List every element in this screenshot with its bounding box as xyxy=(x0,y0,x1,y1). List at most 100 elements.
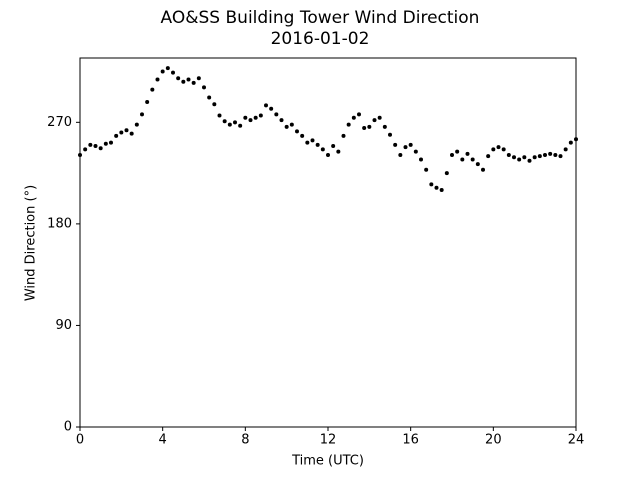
point xyxy=(269,106,274,111)
point xyxy=(522,155,527,160)
point xyxy=(331,144,336,149)
point xyxy=(140,112,144,117)
point xyxy=(264,103,268,108)
point xyxy=(434,185,439,190)
point xyxy=(419,157,423,162)
point xyxy=(512,155,516,160)
point xyxy=(129,131,134,136)
point xyxy=(212,102,217,107)
point xyxy=(145,100,150,105)
point xyxy=(351,115,356,120)
point xyxy=(124,128,129,133)
point xyxy=(506,153,511,158)
point xyxy=(481,167,485,172)
point xyxy=(548,151,553,156)
point xyxy=(103,141,108,146)
point xyxy=(248,118,253,123)
chart-subtitle: 2016-01-02 xyxy=(271,29,370,49)
point xyxy=(227,122,232,127)
point xyxy=(393,142,398,147)
point xyxy=(450,153,454,158)
x-tick-label: 4 xyxy=(159,433,167,448)
point xyxy=(165,66,170,71)
point xyxy=(93,144,98,149)
point xyxy=(300,133,305,138)
point xyxy=(367,124,372,129)
y-tick-label: 90 xyxy=(55,318,72,333)
point xyxy=(284,124,289,129)
point xyxy=(372,118,377,123)
point xyxy=(403,145,408,150)
point xyxy=(176,76,181,81)
point xyxy=(310,138,315,143)
point xyxy=(196,76,201,81)
point xyxy=(222,119,227,124)
point xyxy=(486,154,491,159)
point xyxy=(398,153,403,158)
point xyxy=(517,157,522,162)
x-tick-label: 12 xyxy=(320,433,337,448)
point xyxy=(114,133,119,138)
point xyxy=(336,149,341,154)
x-tick-label: 16 xyxy=(402,433,419,448)
plot-frame xyxy=(79,57,577,428)
y-tick-label: 0 xyxy=(64,420,72,435)
x-tick-label: 24 xyxy=(568,433,585,448)
point xyxy=(326,153,330,158)
point xyxy=(289,122,294,127)
point xyxy=(186,77,191,82)
point xyxy=(155,77,160,82)
x-tick-label: 0 xyxy=(76,433,84,448)
x-axis-label: Time (UTC) xyxy=(291,454,364,469)
point xyxy=(134,122,139,127)
point xyxy=(109,140,113,145)
point xyxy=(388,132,392,137)
point xyxy=(274,112,279,117)
point xyxy=(377,115,382,120)
point xyxy=(150,87,155,92)
point xyxy=(191,80,196,85)
point xyxy=(460,157,465,162)
point xyxy=(78,153,82,158)
point xyxy=(305,140,310,145)
point xyxy=(532,155,537,160)
point xyxy=(315,142,320,147)
point xyxy=(444,171,449,176)
point xyxy=(455,149,460,154)
point xyxy=(424,167,429,172)
point xyxy=(543,153,547,158)
point xyxy=(470,157,475,162)
chart-title: AO&SS Building Tower Wind Direction xyxy=(161,8,480,28)
point xyxy=(357,112,361,117)
point xyxy=(279,118,284,123)
y-tick-label: 180 xyxy=(47,216,72,231)
point xyxy=(320,147,325,152)
point xyxy=(465,151,470,156)
point xyxy=(207,95,212,100)
point xyxy=(537,154,542,159)
point xyxy=(439,188,444,193)
point xyxy=(341,133,346,138)
point xyxy=(217,113,222,118)
point xyxy=(258,113,263,118)
point xyxy=(408,142,413,147)
point xyxy=(202,85,206,90)
point xyxy=(83,147,88,152)
point xyxy=(181,79,186,84)
point xyxy=(253,115,258,120)
point xyxy=(233,120,237,125)
point xyxy=(346,122,351,127)
point xyxy=(558,154,563,159)
point xyxy=(491,147,496,152)
point xyxy=(98,146,103,151)
point xyxy=(496,145,501,150)
point xyxy=(243,115,248,120)
point xyxy=(553,153,558,158)
point xyxy=(362,125,367,130)
point xyxy=(527,158,532,163)
point xyxy=(574,137,578,142)
point xyxy=(563,147,568,152)
y-tick-label: 270 xyxy=(47,115,72,130)
x-tick-label: 8 xyxy=(241,433,249,448)
